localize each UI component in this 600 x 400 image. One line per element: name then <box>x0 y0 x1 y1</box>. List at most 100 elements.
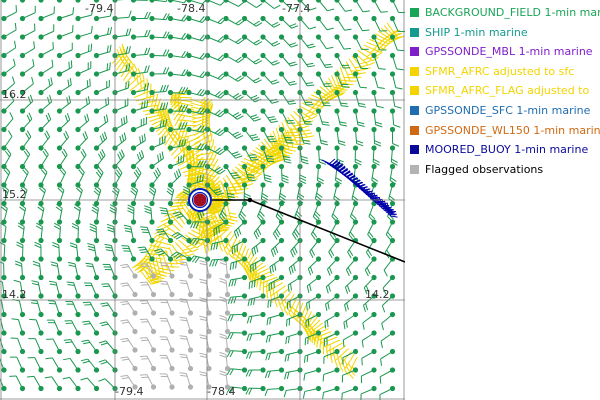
background-barb <box>123 224 137 244</box>
legend-label: GPSSONDE_WL150 1-min marin <box>425 123 600 137</box>
background-barb <box>167 0 187 4</box>
background-barb <box>226 348 248 358</box>
background-barb <box>342 348 359 365</box>
flagged-barb <box>179 372 194 390</box>
background-barb <box>56 7 75 22</box>
background-barb <box>269 256 285 274</box>
background-barb <box>27 357 44 373</box>
background-barb <box>379 385 396 400</box>
background-barb <box>241 34 263 46</box>
background-barb <box>334 126 346 146</box>
background-barb <box>130 116 147 133</box>
center-fill <box>193 193 207 207</box>
legend-label: MOORED_BUOY 1-min marine <box>425 143 589 157</box>
background-barb <box>101 283 118 299</box>
background-barb <box>389 89 402 109</box>
background-barb <box>186 0 207 5</box>
background-barb <box>315 71 332 88</box>
background-barb <box>1 22 17 40</box>
background-barb <box>189 237 211 246</box>
background-barb <box>389 0 405 14</box>
background-barb <box>93 114 109 133</box>
background-barb <box>278 34 298 48</box>
background-barb <box>266 311 285 326</box>
background-barb <box>389 52 404 71</box>
legend-item-sfmr-afrc-flag[interactable]: SFMR_AFRC_FLAG adjusted to <box>408 82 600 102</box>
background-barb <box>297 0 317 11</box>
background-barb <box>250 256 266 273</box>
background-barb <box>297 145 309 165</box>
background-barb <box>352 52 368 70</box>
background-barb <box>352 34 369 51</box>
legend-item-flagged[interactable]: Flagged observations <box>408 161 600 181</box>
background-barb <box>389 145 398 166</box>
background-barb <box>352 0 370 13</box>
background-barb <box>371 145 380 166</box>
background-barb <box>44 376 63 392</box>
legend-item-background-field[interactable]: BACKGROUND_FIELD 1-min mar <box>408 4 600 24</box>
background-barb <box>112 166 123 188</box>
legend-item-gpssonde-sfc[interactable]: GPSSONDE_SFC 1-min marine <box>408 102 600 122</box>
background-barb <box>127 204 137 225</box>
lon-label-top-2: -78.4 <box>177 2 205 15</box>
background-barb <box>93 97 110 114</box>
background-barb <box>46 338 63 355</box>
background-barb <box>1 130 13 151</box>
background-barb <box>231 237 248 255</box>
background-barb <box>226 385 248 394</box>
background-barb <box>186 174 204 188</box>
flagged-observation-barbs <box>120 259 231 390</box>
background-barb <box>380 330 396 349</box>
background-barb <box>93 62 111 77</box>
background-barb <box>204 71 226 81</box>
legend-item-gpssonde-mbl[interactable]: GPSSONDE_MBL 1-min marine <box>408 43 600 63</box>
background-barb <box>56 0 63 3</box>
background-barb <box>85 262 100 281</box>
background-barb <box>154 248 174 262</box>
lon-label-top-3: -77.4 <box>282 2 310 15</box>
background-barb <box>260 52 280 66</box>
background-barb <box>19 76 34 96</box>
lat-label-right-3: 14.2 <box>365 288 390 301</box>
background-barb <box>112 132 127 151</box>
flagged-barb <box>139 281 157 298</box>
background-barb <box>130 11 151 22</box>
background-barb <box>71 223 81 244</box>
background-barb <box>385 219 396 241</box>
background-barb <box>189 255 211 264</box>
background-barb <box>352 145 362 166</box>
flagged-barb <box>139 318 157 335</box>
wind-map-canvas[interactable]: -79.4 -78.4 -77.4 -79.4 -78.4 16.2 15.2 … <box>0 0 405 400</box>
background-barb <box>278 182 287 204</box>
background-barb <box>264 367 285 379</box>
legend-item-ship[interactable]: SHIP 1-min marine <box>408 24 600 44</box>
legend-item-gpssonde-wl150[interactable]: GPSSONDE_WL150 1-min marin <box>408 122 600 142</box>
background-barb <box>297 163 307 184</box>
legend-item-moored-buoy[interactable]: MOORED_BUOY 1-min marine <box>408 141 600 161</box>
background-barb <box>223 163 241 179</box>
background-barb <box>302 385 322 399</box>
flagged-barb <box>120 319 138 335</box>
background-barb <box>38 130 51 151</box>
background-barb <box>241 126 260 142</box>
background-barb <box>380 348 396 366</box>
wind-map[interactable]: -79.4 -78.4 -77.4 -79.4 -78.4 16.2 15.2 … <box>0 0 405 400</box>
flagged-barb <box>120 300 138 316</box>
background-barb <box>283 385 303 398</box>
storm-center-marker[interactable] <box>188 188 212 212</box>
legend-item-sfmr-afrc[interactable]: SFMR_AFRC adjusted to sfc <box>408 63 600 83</box>
background-barb <box>171 232 192 244</box>
background-barb <box>19 94 34 114</box>
background-barb <box>260 145 275 163</box>
background-barb <box>140 226 155 244</box>
background-barb <box>290 237 303 258</box>
sfmr-barb <box>348 58 367 75</box>
background-barb <box>112 63 131 77</box>
background-barb <box>130 82 150 96</box>
background-barb <box>360 367 377 384</box>
background-barb <box>270 237 285 257</box>
lat-label-left-1: 16.2 <box>2 88 27 101</box>
background-barb <box>186 15 208 23</box>
background-barb <box>19 203 27 225</box>
flagged-barb <box>179 279 194 298</box>
